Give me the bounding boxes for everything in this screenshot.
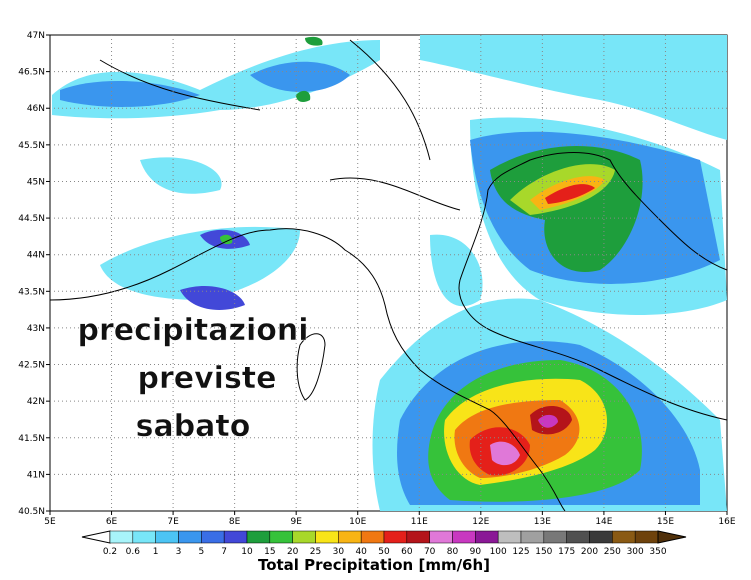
colorbar-arrow [81,530,111,544]
lon-label: 6E [106,517,118,527]
lon-label: 15E [657,517,674,527]
colorbar-label: 350 [649,547,666,557]
colorbar-label: 40 [355,547,367,557]
colorbar-label: 0.2 [103,547,117,557]
lat-label: 41.5N [18,434,45,444]
lon-label: 10E [349,517,366,527]
lat-label: 42.5N [18,361,45,371]
lon-label: 8E [229,517,241,527]
colorbar-swatch [406,530,430,544]
lat-label: 47N [27,31,45,41]
colorbar-label: 250 [604,547,621,557]
colorbar-label: 1 [153,547,159,557]
colorbar-label: 80 [447,547,459,557]
lat-label: 40.5N [18,507,45,517]
colorbar-swatch [292,530,316,544]
precipitation-field [52,35,727,511]
lon-label: 16E [718,517,735,527]
colorbar-swatch [315,530,339,544]
colorbar-label: 70 [424,547,436,557]
lon-label: 11E [411,517,428,527]
colorbar-label: 60 [401,547,413,557]
colorbar-swatch [201,530,225,544]
colorbar-label: 3 [176,547,182,557]
colorbar: 0.2 0.6 1 3 5 7 10 15 20 25 30 40 50 60 70 80 90 100 125 15… [81,530,687,557]
lat-label: 44.5N [18,214,45,224]
colorbar-swatch [475,530,499,544]
colorbar-swatch [634,530,659,544]
colorbar-label: 150 [535,547,552,557]
lon-label: 7E [167,517,179,527]
colorbar-swatch [246,530,271,544]
lat-label: 46.5N [18,68,45,78]
lat-label: 44N [27,251,45,261]
colorbar-swatch [383,530,408,544]
colorbar-swatch [452,530,476,544]
colorbar-label: 125 [512,547,529,557]
lat-label: 42N [27,397,45,407]
overlay-text: precipitazioni previste sabato [77,313,309,445]
colorbar-swatch [612,530,636,544]
colorbar-arrow [657,530,687,544]
overlay-line: precipitazioni [77,313,308,348]
colorbar-swatch [520,530,545,544]
colorbar-label: 30 [333,547,345,557]
colorbar-label: 0.6 [126,547,141,557]
colorbar-label: 15 [264,547,275,557]
colorbar-label: 200 [581,547,598,557]
colorbar-label: 5 [198,547,204,557]
colorbar-label: 50 [378,547,390,557]
colorbar-swatch [269,530,293,544]
colorbar-swatch [360,530,385,544]
colorbar-swatch [132,530,156,544]
colorbar-swatch [338,530,362,544]
colorbar-label: 7 [221,547,227,557]
overlay-line: sabato [136,409,251,444]
lon-label: 12E [472,517,489,527]
lon-label: 5E [44,517,56,527]
colorbar-label: 10 [241,547,253,557]
colorbar-label: 100 [490,547,507,557]
lat-label: 43.5N [18,287,45,297]
colorbar-label: 175 [558,547,575,557]
colorbar-swatch [497,530,522,544]
lat-label: 45N [27,177,45,187]
colorbar-swatch [109,530,134,544]
lon-label: 9E [290,517,302,527]
colorbar-label: 300 [627,547,644,557]
colorbar-label: 90 [470,547,482,557]
colorbar-swatch [155,530,179,544]
lat-label: 41N [27,470,45,480]
colorbar-label: 20 [287,547,299,557]
colorbar-swatch [566,530,590,544]
graticule: 47N 46.5N 46N 45.5N 45N 44.5N 44N 43.5N 43N 42.5N… [18,31,736,527]
overlay-line: previste [138,361,277,396]
colorbar-title: Total Precipitation [mm/6h] [258,556,490,574]
lat-label: 43N [27,324,45,334]
lat-label: 45.5N [18,141,45,151]
lat-label: 46N [27,104,45,114]
colorbar-swatch [178,530,202,544]
colorbar-label: 25 [310,547,321,557]
colorbar-swatch [223,530,248,544]
colorbar-swatch [429,530,453,544]
lon-label: 14E [595,517,612,527]
lon-label: 13E [534,517,551,527]
colorbar-swatch [589,530,613,544]
coastline [49,39,728,512]
colorbar-swatch [543,530,567,544]
